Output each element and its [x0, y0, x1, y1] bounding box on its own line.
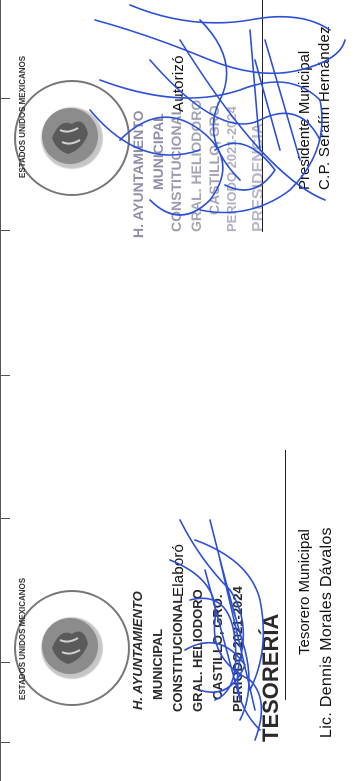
bottom-signature-line: [285, 450, 286, 700]
bottom-seal-eagle-icon: [42, 618, 98, 674]
border-tick: [0, 375, 10, 376]
top-seal-eagle-icon: [42, 108, 98, 164]
border-tick: [0, 230, 10, 231]
border-tick: [0, 98, 10, 99]
top-signature-line: [262, 0, 263, 232]
border-tick: [0, 518, 10, 519]
border-tick: [0, 742, 10, 743]
bottom-handwritten-signature: [169, 519, 265, 741]
border-tick: [0, 662, 10, 663]
top-handwritten-signature: [89, 4, 346, 216]
page-border: [0, 0, 1, 781]
